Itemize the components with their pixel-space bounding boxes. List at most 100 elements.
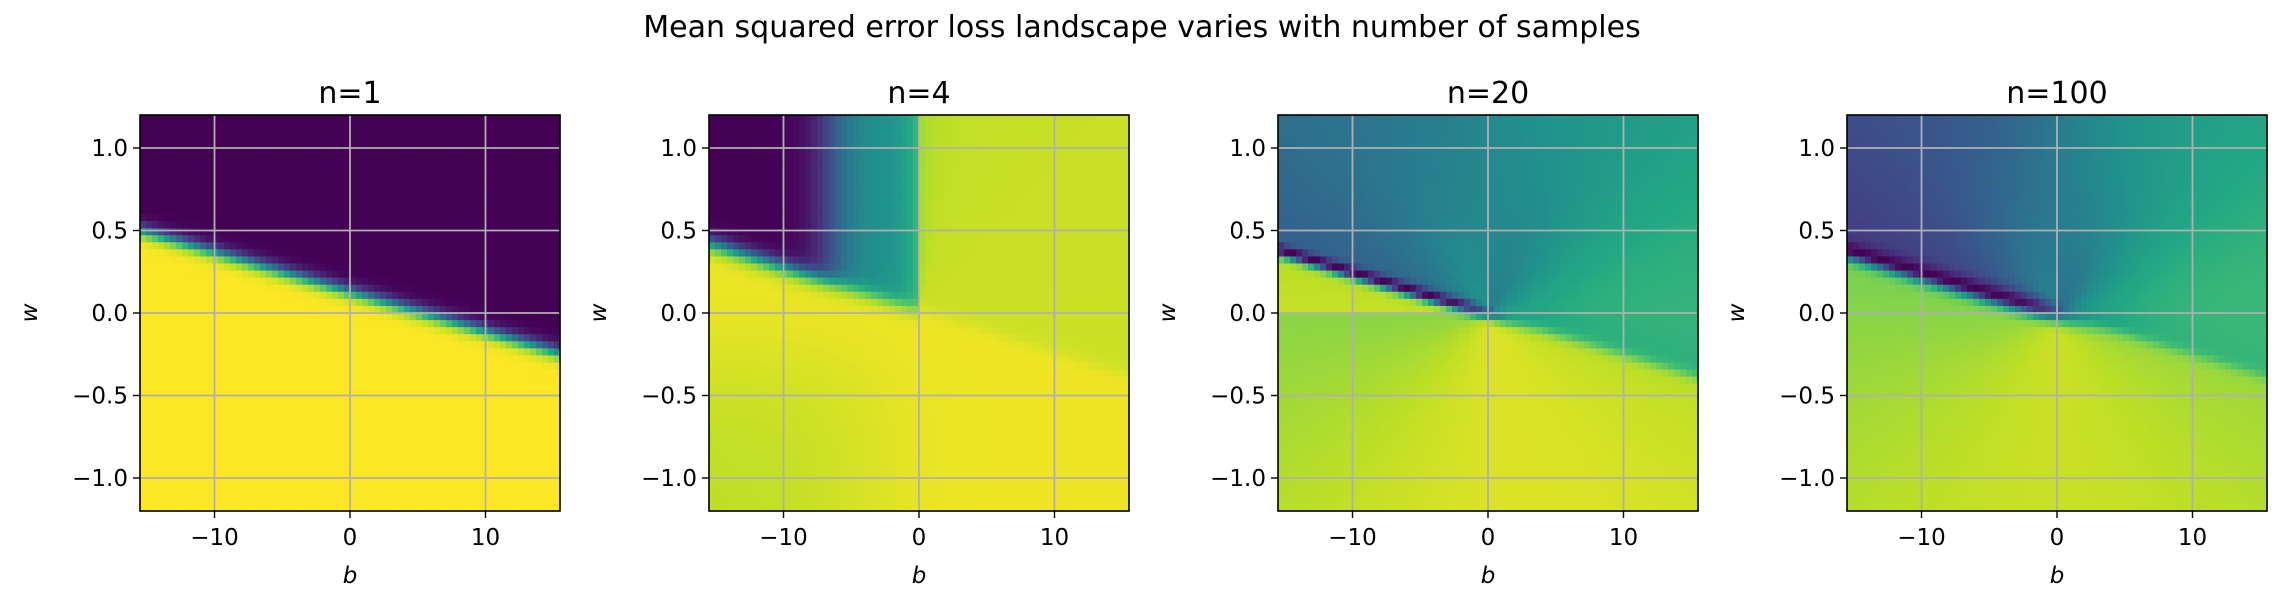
heatmap-cell — [398, 192, 405, 201]
heatmap-cell — [278, 157, 285, 166]
heatmap-cell — [284, 157, 291, 166]
heatmap-cell — [488, 454, 495, 463]
heatmap-cell — [338, 327, 345, 335]
heatmap-cell — [224, 164, 231, 173]
heatmap-cell — [152, 334, 159, 342]
heatmap-cell — [829, 122, 836, 130]
heatmap-cell — [458, 440, 465, 448]
heatmap-cell — [248, 376, 255, 385]
heatmap-cell — [518, 214, 525, 222]
heatmap-cell — [512, 320, 519, 328]
heatmap-cell — [410, 348, 417, 357]
heatmap-cell — [548, 214, 555, 222]
heatmap-cell — [176, 171, 183, 180]
heatmap-cell — [775, 199, 782, 208]
heatmap-cell — [446, 228, 453, 236]
heatmap-cell — [176, 503, 183, 512]
heatmap-cell — [470, 397, 477, 406]
heatmap-cell — [266, 270, 273, 279]
heatmap-cell — [254, 327, 261, 335]
heatmap-cell — [290, 362, 297, 371]
heatmap-cell — [320, 164, 327, 173]
heatmap-cell — [140, 419, 147, 427]
heatmap-cell — [458, 115, 465, 123]
heatmap-cell — [907, 178, 914, 187]
heatmap-cell — [715, 192, 722, 201]
heatmap-cell — [344, 362, 351, 371]
x-axis-label: b — [343, 563, 358, 589]
heatmap-cell — [368, 496, 375, 505]
heatmap-cell — [446, 419, 453, 427]
heatmap-cell — [368, 489, 375, 498]
heatmap-cell — [374, 298, 381, 307]
heatmap-cell — [344, 341, 351, 349]
heatmap-cell — [500, 376, 507, 385]
heatmap-cell — [272, 482, 279, 491]
heatmap-cell — [428, 362, 435, 371]
heatmap-cell — [392, 277, 399, 286]
heatmap-cell — [338, 157, 345, 166]
heatmap-cell — [500, 291, 507, 300]
heatmap-cell — [386, 270, 393, 279]
heatmap-cell — [326, 305, 333, 314]
heatmap-cell — [500, 206, 507, 215]
heatmap-cell — [464, 214, 471, 222]
heatmap-cell — [380, 270, 387, 279]
heatmap-cell — [1117, 115, 1124, 123]
heatmap-cell — [817, 129, 824, 137]
heatmap-cell — [506, 298, 513, 307]
heatmap-cell — [272, 320, 279, 328]
heatmap-cell — [254, 277, 261, 286]
heatmap-cell — [883, 214, 890, 222]
heatmap-cell — [476, 136, 483, 144]
heatmap-cell — [146, 164, 153, 173]
heatmap-cell — [224, 440, 231, 448]
heatmap-cell — [308, 397, 315, 406]
heatmap-cell — [428, 171, 435, 180]
heatmap-cell — [374, 433, 381, 441]
heatmap-cell — [506, 235, 513, 243]
heatmap-cell — [404, 383, 411, 392]
heatmap-cell — [554, 185, 561, 194]
heatmap-cell — [302, 369, 309, 378]
heatmap-cell — [1027, 157, 1034, 166]
heatmap-cell — [374, 122, 381, 130]
heatmap-cell — [380, 313, 387, 321]
heatmap-cell — [434, 242, 441, 250]
heatmap-cell — [176, 206, 183, 215]
heatmap-cell — [170, 341, 177, 349]
heatmap-cell — [350, 327, 357, 335]
heatmap-cell — [278, 214, 285, 222]
heatmap-cell — [464, 249, 471, 258]
heatmap-cell — [326, 178, 333, 187]
heatmap-cell — [745, 185, 752, 194]
heatmap-cell — [380, 256, 387, 265]
heatmap-cell — [350, 475, 357, 484]
heatmap-cell — [1117, 199, 1124, 208]
heatmap-cell — [308, 305, 315, 314]
heatmap-cell — [398, 461, 405, 470]
heatmap-cell — [494, 284, 501, 293]
heatmap-cell — [302, 115, 309, 123]
heatmap-cell — [296, 122, 303, 130]
heatmap-cell — [470, 242, 477, 250]
heatmap-cell — [1075, 192, 1082, 201]
heatmap-cell — [416, 206, 423, 215]
heatmap-cell — [152, 376, 159, 385]
heatmap-cell — [548, 277, 555, 286]
heatmap-cell — [146, 242, 153, 250]
heatmap-cell — [805, 115, 812, 123]
heatmap-cell — [146, 305, 153, 314]
heatmap-cell — [488, 369, 495, 378]
heatmap-cell — [152, 263, 159, 272]
heatmap-cell — [164, 277, 171, 286]
heatmap-cell — [236, 447, 243, 456]
heatmap-cell — [931, 199, 938, 208]
heatmap-cell — [188, 221, 195, 229]
heatmap-cell — [386, 496, 393, 505]
heatmap-cell — [284, 404, 291, 413]
heatmap-cell — [188, 270, 195, 279]
heatmap-cell — [476, 468, 483, 477]
heatmap-cell — [751, 178, 758, 187]
heatmap-cell — [224, 341, 231, 349]
